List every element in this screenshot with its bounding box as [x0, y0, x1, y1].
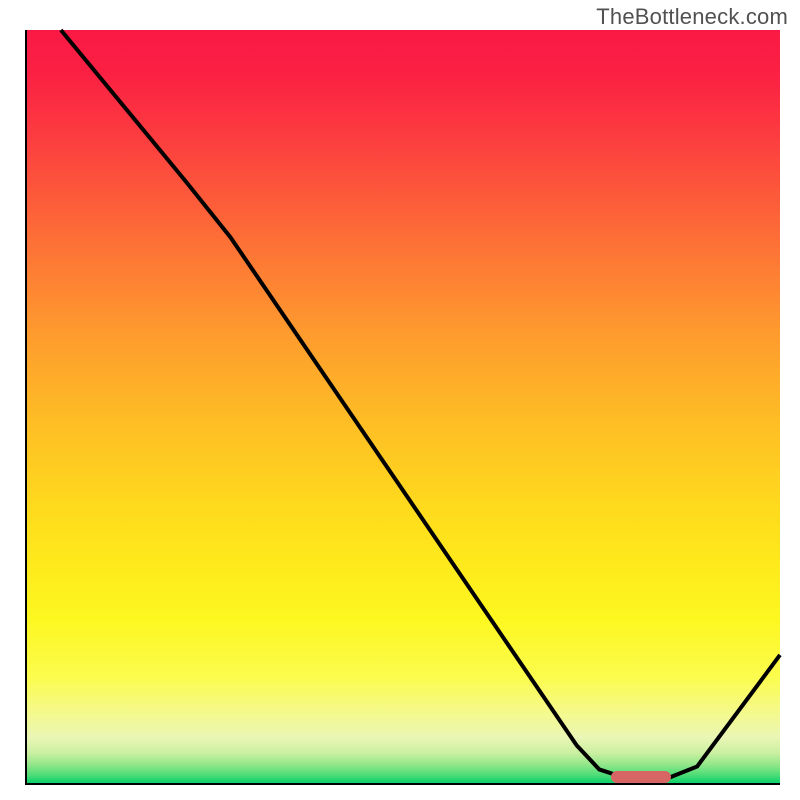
- bottleneck-chart: [25, 30, 780, 785]
- chart-line: [27, 30, 780, 783]
- optimal-range-marker: [611, 771, 671, 783]
- attribution-text: TheBottleneck.com: [596, 4, 788, 30]
- chart-line-path: [61, 30, 780, 779]
